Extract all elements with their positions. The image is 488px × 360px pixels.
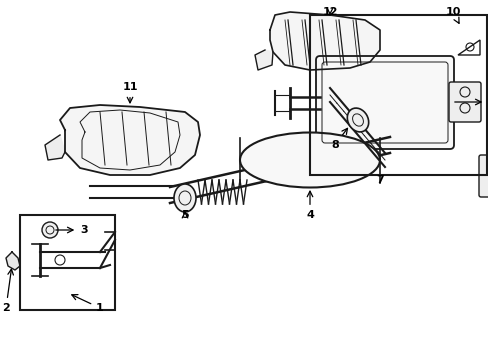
Text: 12: 12	[322, 7, 337, 17]
Text: 8: 8	[330, 129, 347, 150]
Text: 3: 3	[56, 225, 87, 235]
Text: 6: 6	[0, 359, 1, 360]
FancyBboxPatch shape	[315, 56, 453, 149]
FancyBboxPatch shape	[478, 155, 488, 197]
Ellipse shape	[346, 108, 368, 132]
Ellipse shape	[42, 222, 58, 238]
Text: 10: 10	[445, 7, 460, 23]
Text: 5: 5	[181, 210, 188, 220]
Text: 7: 7	[375, 175, 383, 185]
Bar	[20, 215, 115, 310]
Polygon shape	[254, 50, 272, 70]
Polygon shape	[6, 252, 20, 270]
Ellipse shape	[174, 184, 196, 212]
Bar	[309, 15, 486, 175]
Polygon shape	[269, 12, 379, 70]
Polygon shape	[60, 105, 200, 175]
Text: 1: 1	[72, 294, 103, 313]
Text: 4: 4	[305, 191, 313, 220]
FancyBboxPatch shape	[448, 82, 480, 122]
Polygon shape	[45, 135, 65, 160]
Text: 9: 9	[454, 97, 488, 107]
Text: 11: 11	[122, 82, 138, 103]
Ellipse shape	[240, 132, 379, 188]
Text: 2: 2	[2, 269, 13, 313]
